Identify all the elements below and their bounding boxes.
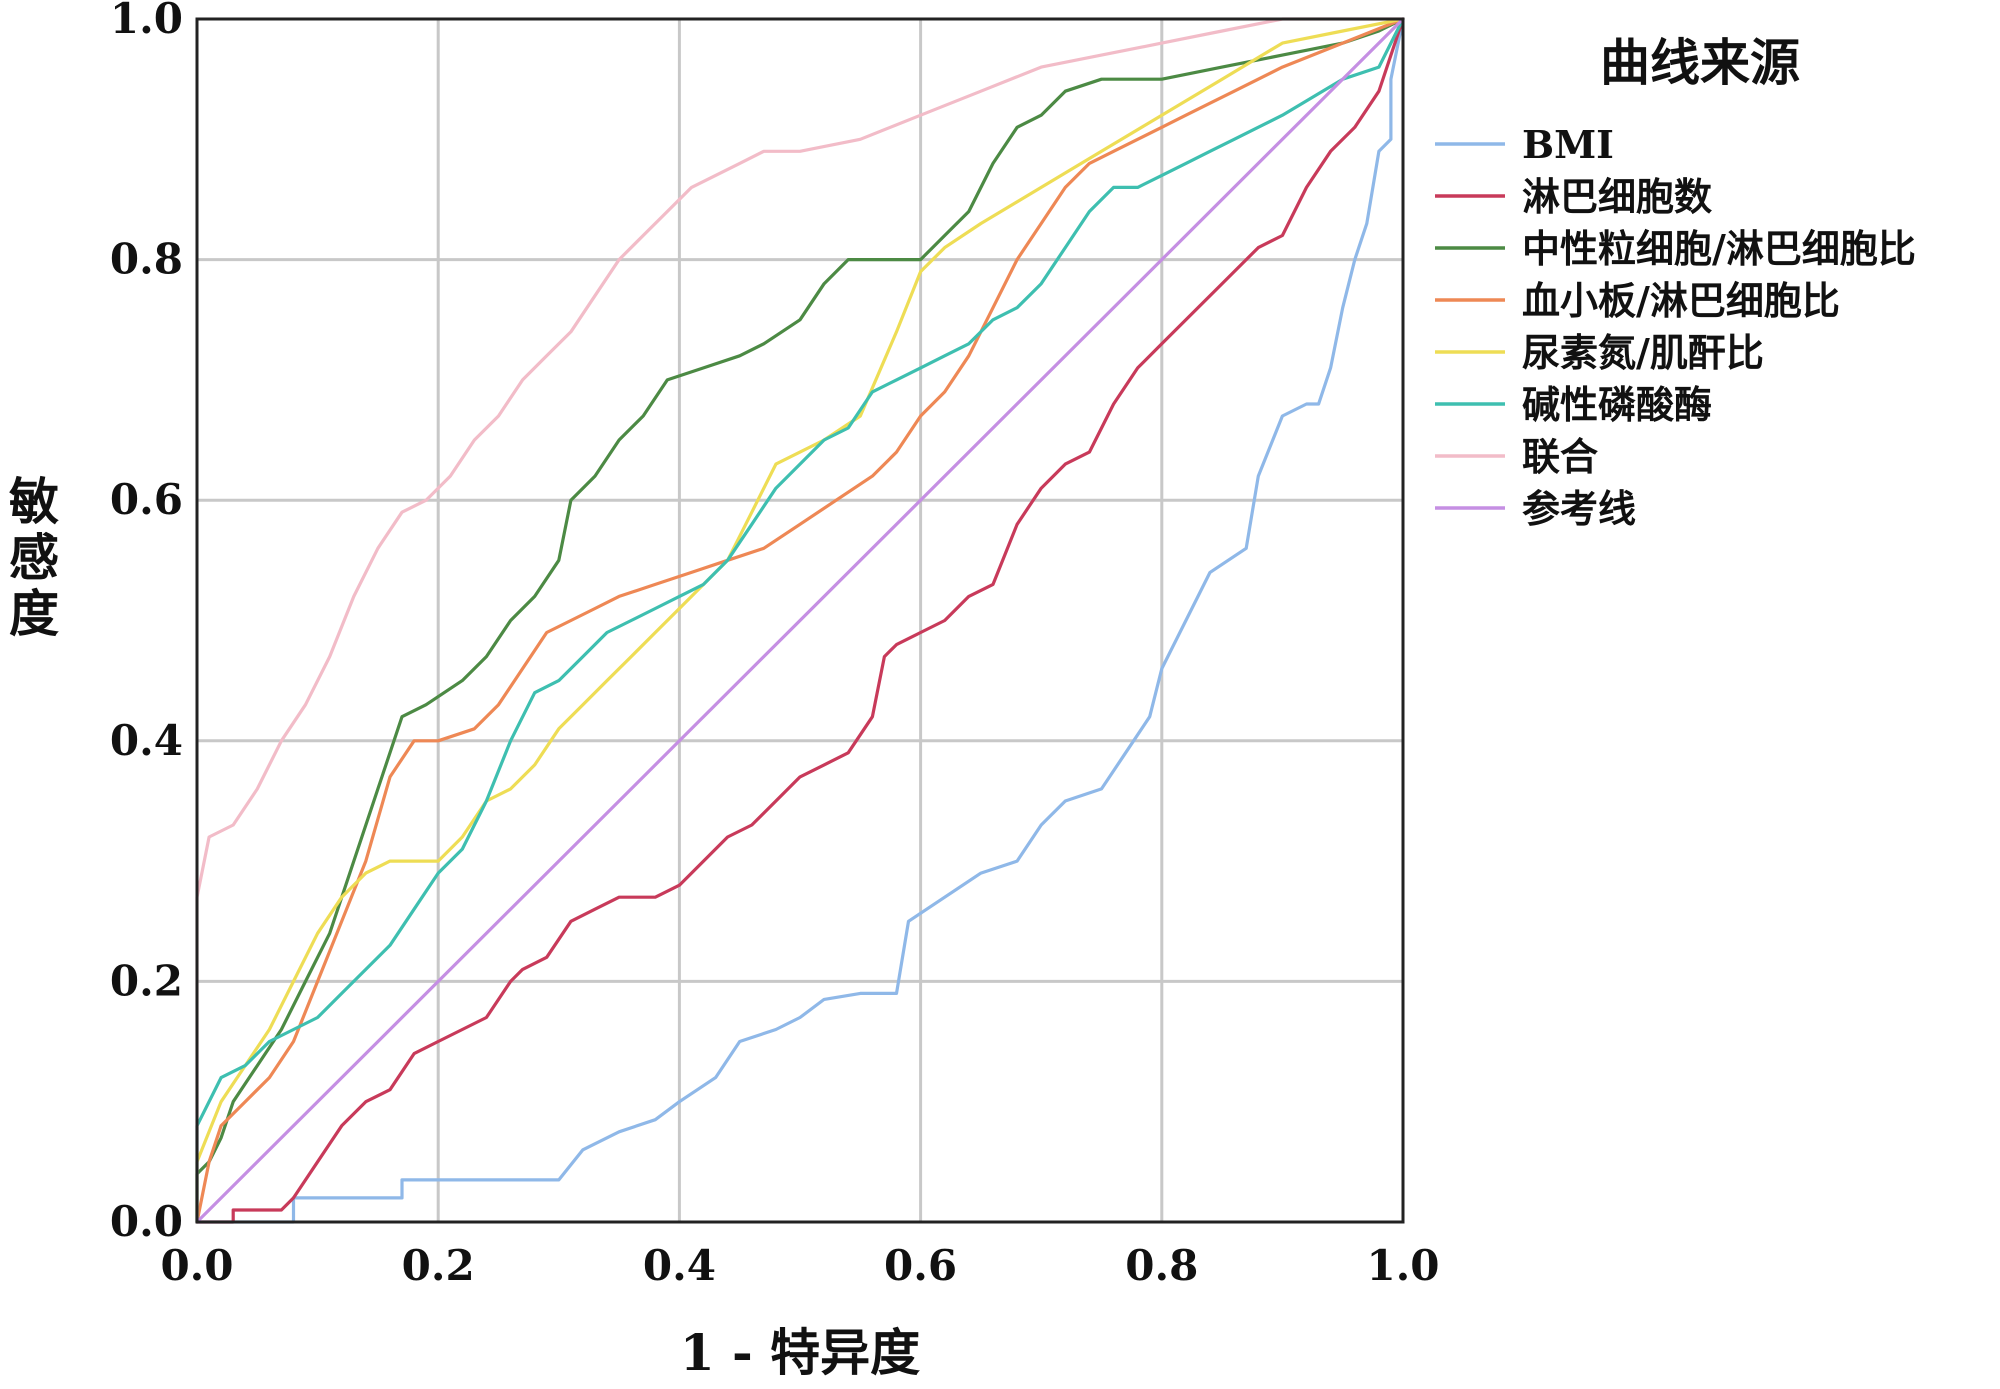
legend-label: 联合 — [1522, 434, 1598, 479]
legend-title: 曲线来源 — [1600, 33, 1800, 92]
y-tick-label: 0.4 — [110, 716, 183, 765]
plot-frame — [195, 17, 1405, 1224]
series-line-2 — [195, 17, 1405, 1224]
x-tick-label: 0.8 — [1125, 1241, 1198, 1290]
legend-label: 淋巴细胞数 — [1522, 174, 1712, 219]
y-tick-label: 0.0 — [110, 1197, 183, 1246]
legend: 曲线来源 BMI 淋巴细胞数中性粒细胞/淋巴细胞比血小板/淋巴细胞比尿素氮/肌酐比… — [1435, 33, 1916, 531]
legend-label: 尿素氮/肌酐比 — [1522, 330, 1764, 375]
series-line-1 — [195, 17, 1405, 1224]
series-line-6 — [195, 17, 1405, 1224]
y-tick-label: 0.2 — [110, 956, 183, 1005]
legend-label: 血小板/淋巴细胞比 — [1522, 278, 1840, 323]
grid — [197, 19, 1403, 1222]
series-line-3 — [195, 17, 1405, 1224]
x-tick-label: 0.4 — [643, 1241, 716, 1290]
legend-label: 中性粒细胞/淋巴细胞比 — [1522, 226, 1916, 271]
x-axis-title: 1 - 特异度 — [680, 1323, 920, 1382]
x-axis-ticks: 0.0 0.2 0.4 0.6 0.8 1.0 — [160, 1241, 1439, 1290]
y-tick-label: 0.8 — [110, 235, 183, 284]
y-axis-title: 敏感度 — [9, 472, 59, 643]
x-tick-label: 0.6 — [884, 1241, 957, 1290]
y-tick-label: 1.0 — [110, 0, 183, 43]
y-tick-label: 0.6 — [110, 475, 183, 524]
series-line-0 — [195, 17, 1405, 1224]
series-line-4 — [195, 17, 1405, 1224]
x-tick-label: 1.0 — [1366, 1241, 1439, 1290]
legend-label: BMI — [1522, 122, 1614, 167]
series-layer — [195, 17, 1405, 1224]
series-line-7 — [195, 17, 1405, 1224]
x-tick-label: 0.0 — [160, 1241, 233, 1290]
series-line-5 — [195, 17, 1405, 1224]
x-tick-label: 0.2 — [402, 1241, 475, 1290]
legend-label: 参考线 — [1522, 486, 1636, 531]
y-axis-ticks: 0.0 0.2 0.4 0.6 0.8 1.0 — [110, 0, 183, 1246]
legend-label: 碱性磷酸酶 — [1522, 382, 1712, 427]
